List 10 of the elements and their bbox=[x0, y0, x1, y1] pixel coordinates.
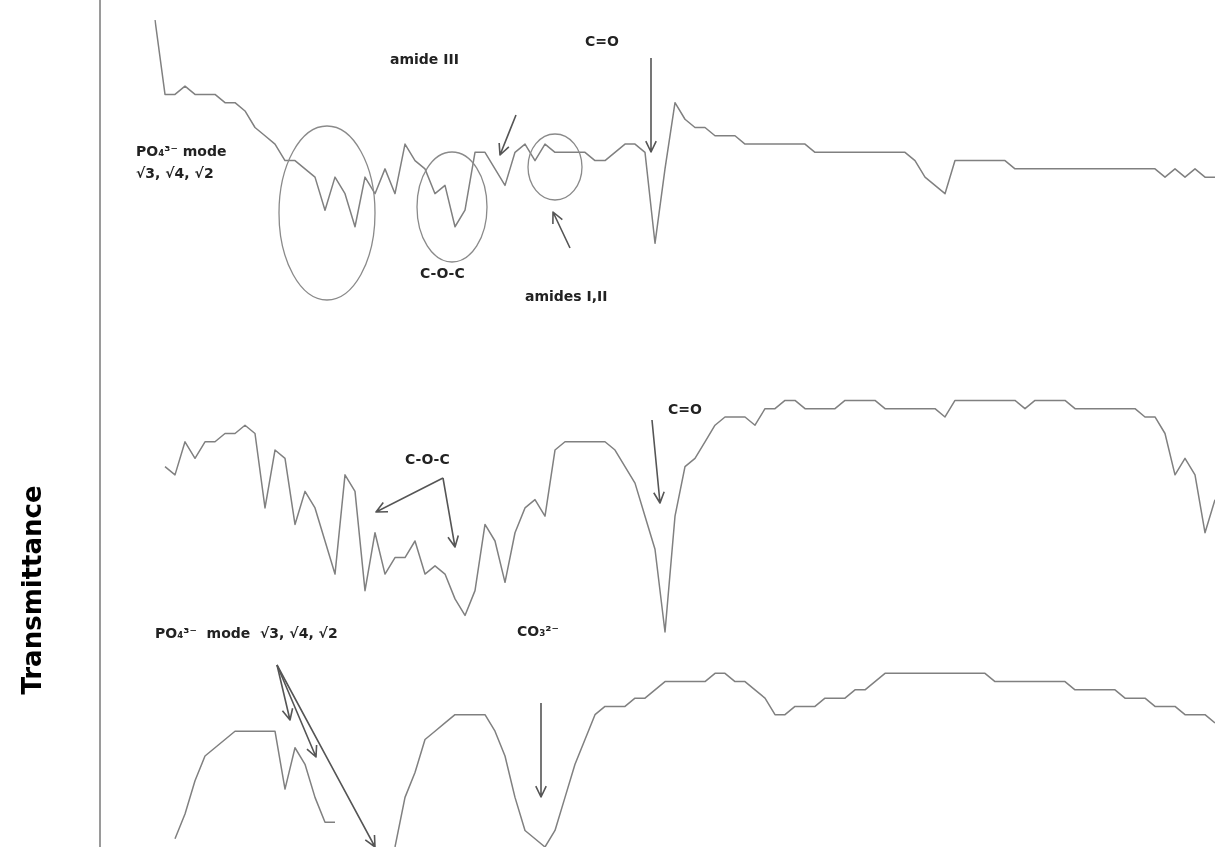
annotation: PO₄³⁻ mode √3, √4, √2 bbox=[155, 624, 338, 643]
annotation: amides I,II bbox=[525, 287, 608, 306]
annotation: amide III bbox=[390, 50, 459, 69]
annotation: C-O-C bbox=[405, 450, 450, 469]
annotation: C=O bbox=[585, 32, 619, 51]
annotation: C=O bbox=[668, 400, 702, 419]
y-axis-title: Transmittance bbox=[17, 485, 47, 695]
annotation: C-O-C bbox=[420, 264, 465, 283]
annotation: CO₃²⁻ bbox=[517, 622, 559, 641]
annotation: PO₄³⁻ mode √3, √4, √2 bbox=[136, 142, 227, 183]
